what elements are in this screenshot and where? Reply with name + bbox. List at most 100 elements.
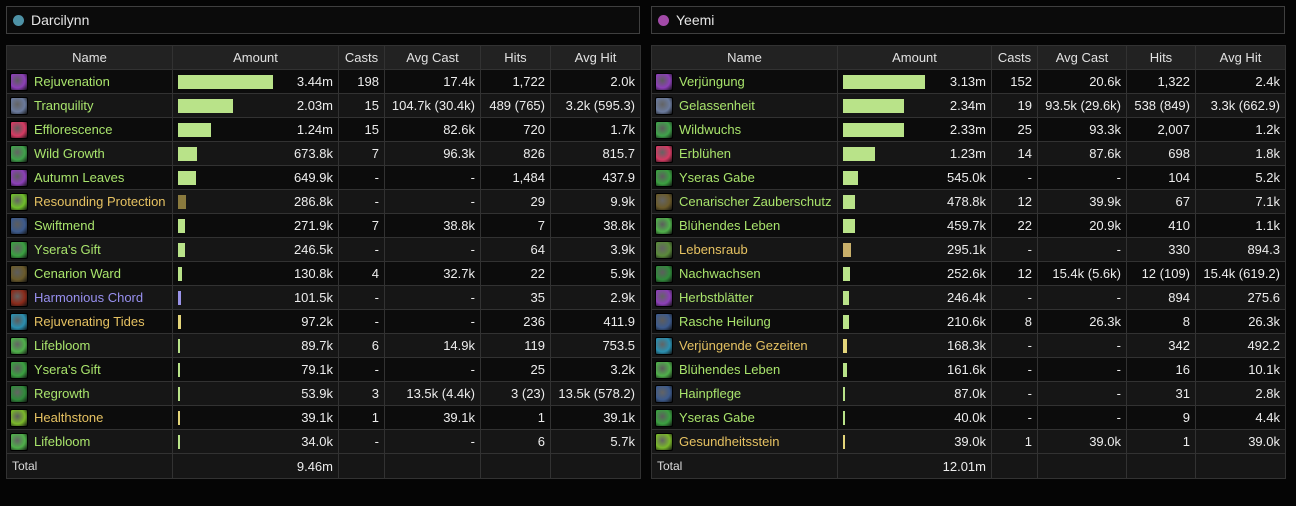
ability-name[interactable]: Gesundheitsstein [679, 434, 780, 449]
ability-name[interactable]: Tranquility [34, 98, 94, 113]
avg-cast-value: - [1037, 405, 1127, 430]
ability-name[interactable]: Gelassenheit [679, 98, 755, 113]
column-header-avg-cast[interactable]: Avg Cast [384, 45, 481, 70]
column-header-amount[interactable]: Amount [837, 45, 992, 70]
table-row[interactable]: Lebensraub 295.1k - -330 894.3 [651, 237, 1286, 262]
column-header-casts[interactable]: Casts [991, 45, 1038, 70]
table-row[interactable]: Lifebloom 34.0k - -6 5.7k [6, 429, 641, 454]
column-header-name[interactable]: Name [651, 45, 838, 70]
ability-name[interactable]: Cenarischer Zauberschutz [679, 194, 832, 209]
ability-name-cell: Swiftmend [6, 213, 173, 238]
hits-value: 8 [1126, 309, 1196, 334]
table-row[interactable]: Tranquility 2.03m 15 104.7k (30.4k) 489 (765… [6, 93, 641, 118]
amount-bar-track [843, 434, 947, 449]
table-row[interactable]: Lifebloom 89.7k 6 14.9k 119 753.5 [6, 333, 641, 358]
amount-value: 39.0k [954, 434, 986, 449]
amount-cell: 34.0k [172, 429, 339, 454]
player-header[interactable]: Darcilynn [6, 6, 640, 34]
ability-name[interactable]: Lebensraub [679, 242, 748, 257]
avg-hit-value: 39.1k [550, 405, 641, 430]
amount-bar [843, 74, 926, 89]
table-row[interactable]: Autumn Leaves 649.9k - -1,484 437.9 [6, 165, 641, 190]
column-header-avg-cast[interactable]: Avg Cast [1037, 45, 1127, 70]
table-row[interactable]: Swiftmend 271.9k 7 38.8k 7 38.8k [6, 213, 641, 238]
ability-name-cell: Blühendes Leben [651, 213, 838, 238]
table-row[interactable]: Nachwachsen 252.6k 12 15.4k (5.6k) 12 (109) 1… [651, 261, 1286, 286]
ability-name[interactable]: Lifebloom [34, 338, 91, 353]
table-row[interactable]: Rejuvenating Tides 97.2k - -236 411.9 [6, 309, 641, 334]
ability-name[interactable]: Blühendes Leben [679, 362, 781, 377]
table-row[interactable]: Rasche Heilung 210.6k 8 26.3k 8 26.3k [651, 309, 1286, 334]
ability-name[interactable]: Yseras Gabe [679, 170, 755, 185]
amount-cell: 246.4k [837, 285, 992, 310]
ability-name[interactable]: Cenarion Ward [34, 266, 121, 281]
ability-name[interactable]: Efflorescence [34, 122, 113, 137]
ability-name[interactable]: Harmonious Chord [34, 290, 144, 305]
table-row[interactable]: Resounding Protection 286.8k - -29 9.9k [6, 189, 641, 214]
column-header-amount[interactable]: Amount [172, 45, 339, 70]
table-row[interactable]: Regrowth 53.9k 3 13.5k (4.4k) 3 (23) 13.5k (5… [6, 381, 641, 406]
lebensraub-icon [655, 240, 673, 259]
table-row[interactable]: Efflorescence 1.24m 15 82.6k 720 1.7k [6, 117, 641, 142]
amount-bar-track [843, 290, 947, 305]
table-row[interactable]: Verjüngende Gezeiten 168.3k - -342 492.2 [651, 333, 1286, 358]
table-row[interactable]: Cenarischer Zauberschutz 478.8k 12 39.9k 67 7… [651, 189, 1286, 214]
ability-name[interactable]: Ysera's Gift [34, 362, 101, 377]
table-row[interactable]: Healthstone 39.1k 1 39.1k 1 39.1k [6, 405, 641, 430]
ability-name[interactable]: Yseras Gabe [679, 410, 755, 425]
table-row[interactable]: Rejuvenation 3.44m 198 17.4k 1,722 2.0k [6, 69, 641, 94]
table-row[interactable]: Erblühen 1.23m 14 87.6k 698 1.8k [651, 141, 1286, 166]
ability-name[interactable]: Ysera's Gift [34, 242, 101, 257]
table-row[interactable]: Hainpflege 87.0k - -31 2.8k [651, 381, 1286, 406]
column-header-hits[interactable]: Hits [480, 45, 551, 70]
amount-cell: 3.13m [837, 69, 992, 94]
table-row[interactable]: Cenarion Ward 130.8k 4 32.7k 22 5.9k [6, 261, 641, 286]
ability-name[interactable]: Resounding Protection [34, 194, 166, 209]
ability-name[interactable]: Erblühen [679, 146, 732, 161]
ability-name[interactable]: Rejuvenating Tides [34, 314, 145, 329]
ability-name[interactable]: Wildwuchs [679, 122, 742, 137]
column-header-hits[interactable]: Hits [1126, 45, 1196, 70]
table-row[interactable]: Blühendes Leben 161.6k - -16 10.1k [651, 357, 1286, 382]
casts-value: 6 [338, 333, 385, 358]
table-row[interactable]: Verjüngung 3.13m 152 20.6k 1,322 2.4k [651, 69, 1286, 94]
ability-name[interactable]: Wild Growth [34, 146, 105, 161]
table-row[interactable]: Yseras Gabe 545.0k - -104 5.2k [651, 165, 1286, 190]
table-row[interactable]: Wild Growth 673.8k 7 96.3k 826 815.7 [6, 141, 641, 166]
avg-hit-value: 2.0k [550, 69, 641, 94]
table-row[interactable]: Ysera's Gift 246.5k - -64 3.9k [6, 237, 641, 262]
amount-cell: 87.0k [837, 381, 992, 406]
ability-name[interactable]: Verjüngende Gezeiten [679, 338, 808, 353]
table-row[interactable]: Yseras Gabe 40.0k - -9 4.4k [651, 405, 1286, 430]
amount-value: 168.3k [947, 338, 987, 353]
table-row[interactable]: Gesundheitsstein 39.0k 1 39.0k 1 39.0k [651, 429, 1286, 454]
ability-name-cell: Lifebloom [6, 429, 173, 454]
table-row[interactable]: Blühendes Leben 459.7k 22 20.9k 410 1.1k [651, 213, 1286, 238]
ability-name[interactable]: Healthstone [34, 410, 104, 425]
ability-name[interactable]: Verjüngung [679, 74, 745, 89]
avg-cast-value: - [384, 429, 481, 454]
column-header-avg-hit[interactable]: Avg Hit [1195, 45, 1286, 70]
ability-name[interactable]: Rejuvenation [34, 74, 110, 89]
ability-name[interactable]: Swiftmend [34, 218, 95, 233]
table-row[interactable]: Harmonious Chord 101.5k - -35 2.9k [6, 285, 641, 310]
casts-value: 12 [991, 261, 1038, 286]
ability-name[interactable]: Herbstblätter [679, 290, 754, 305]
ability-name[interactable]: Regrowth [34, 386, 90, 401]
table-row[interactable]: Wildwuchs 2.33m 25 93.3k 2,007 1.2k [651, 117, 1286, 142]
ability-name[interactable]: Lifebloom [34, 434, 91, 449]
ability-name[interactable]: Hainpflege [679, 386, 742, 401]
column-header-avg-hit[interactable]: Avg Hit [550, 45, 641, 70]
hits-value: 119 [480, 333, 551, 358]
ability-name[interactable]: Blühendes Leben [679, 218, 781, 233]
ability-name[interactable]: Rasche Heilung [679, 314, 771, 329]
ability-name-cell: Rasche Heilung [651, 309, 838, 334]
table-row[interactable]: Herbstblätter 246.4k - -894 275.6 [651, 285, 1286, 310]
column-header-name[interactable]: Name [6, 45, 173, 70]
ability-name[interactable]: Autumn Leaves [34, 170, 125, 185]
player-header[interactable]: Yeemi [651, 6, 1285, 34]
table-row[interactable]: Ysera's Gift 79.1k - -25 3.2k [6, 357, 641, 382]
ability-name[interactable]: Nachwachsen [679, 266, 761, 281]
table-row[interactable]: Gelassenheit 2.34m 19 93.5k (29.6k) 538 (849… [651, 93, 1286, 118]
column-header-casts[interactable]: Casts [338, 45, 385, 70]
